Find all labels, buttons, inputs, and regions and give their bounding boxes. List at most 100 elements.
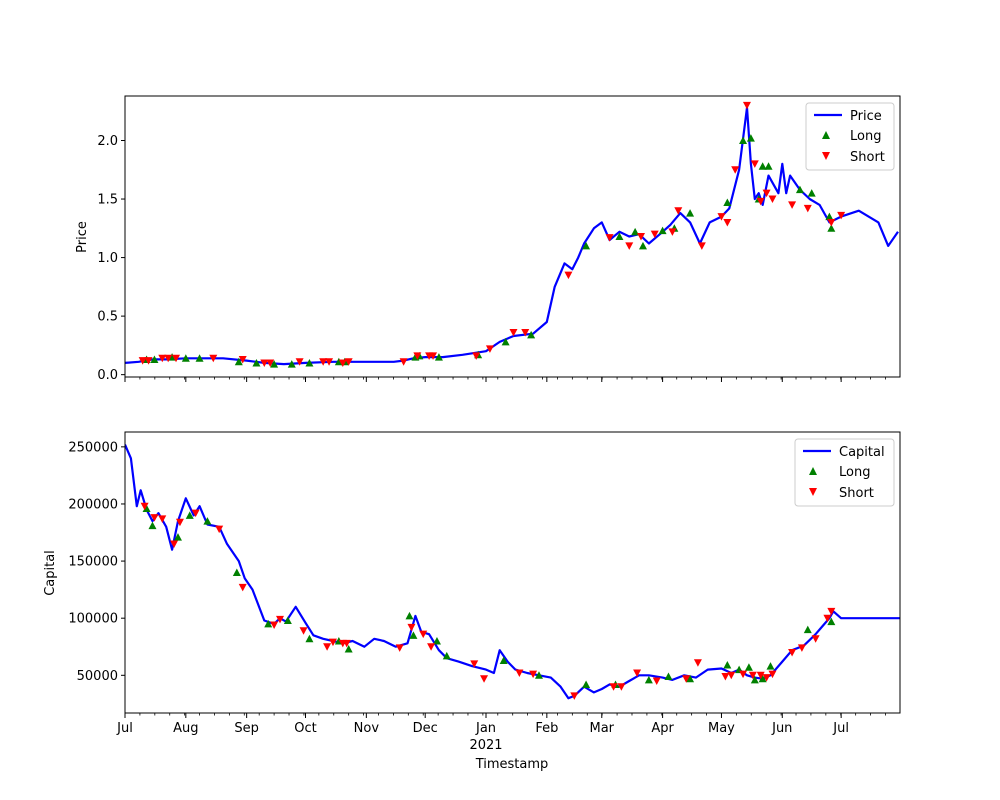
- price-legend-short: Short: [850, 150, 885, 165]
- capital-xtick-label: Nov: [354, 721, 380, 736]
- capital-xtick-label: May: [708, 721, 735, 736]
- capital-short-marker: [270, 621, 279, 630]
- capital-short-marker: [323, 643, 332, 651]
- price-short-marker: [344, 358, 353, 366]
- capital-xtick-label: Jul: [116, 721, 133, 736]
- price-short-marker: [164, 354, 173, 363]
- capital-short-marker: [515, 669, 524, 678]
- capital-short-marker: [140, 502, 149, 511]
- capital-short-marker: [788, 648, 797, 657]
- capital-long-marker: [283, 616, 292, 624]
- price-short-marker: [756, 197, 765, 206]
- capital-short-marker: [170, 540, 179, 548]
- capital-long-marker: [432, 637, 441, 645]
- capital-ytick-label: 200000: [68, 497, 118, 512]
- capital-long-marker: [723, 661, 732, 669]
- price-long-marker: [287, 360, 296, 368]
- price-short-marker: [637, 233, 646, 241]
- capital-long-marker: [803, 625, 812, 634]
- price-short-marker: [650, 230, 659, 239]
- price-short-marker: [762, 189, 771, 198]
- capital-short-marker: [328, 638, 337, 647]
- price-short-marker: [158, 354, 167, 363]
- price-legend: Price Long Short: [805, 102, 895, 171]
- capital-xtick-year-label: 2021: [469, 738, 502, 753]
- price-short-marker: [338, 359, 347, 367]
- price-long-marker: [686, 209, 695, 217]
- capital-xtick-label: Mar: [590, 721, 615, 736]
- capital-long-marker: [758, 674, 767, 683]
- capital-chart: 50000 100000 150000 200000 250000 Jul Aug Sep O…: [43, 431, 901, 772]
- price-long-marker: [234, 357, 243, 366]
- capital-short-marker: [609, 683, 618, 691]
- capital-short-marker: [570, 692, 579, 700]
- capital-long-marker: [203, 517, 212, 525]
- capital-xlabel: Timestamp: [475, 757, 549, 772]
- capital-xtick-label: Jul: [832, 721, 849, 736]
- capital-long-marker: [173, 533, 182, 541]
- capital-long-marker: [534, 671, 543, 679]
- price-short-marker: [668, 228, 677, 236]
- capital-long-marker: [185, 511, 194, 519]
- capital-long-marker: [409, 631, 418, 639]
- capital-short-marker: [342, 639, 351, 648]
- capital-legend-short-swatch: [809, 488, 817, 496]
- capital-long-marker: [405, 611, 414, 620]
- capital-long-marker: [582, 680, 591, 688]
- price-long-marker: [758, 162, 767, 170]
- capital-xtick-label: Dec: [413, 721, 438, 736]
- capital-long-marker: [442, 651, 451, 660]
- price-long-marker: [764, 162, 773, 170]
- capital-short-marker: [419, 630, 428, 639]
- price-short-marker: [750, 160, 759, 168]
- capital-xtick-label: Jun: [771, 721, 792, 736]
- capital-short-marker: [823, 614, 832, 623]
- capital-short-marker: [693, 659, 702, 667]
- price-short-marker: [731, 166, 740, 174]
- price-ytick-label: 0.0: [97, 368, 118, 383]
- capital-long-marker: [305, 634, 314, 643]
- price-short-marker: [827, 218, 836, 227]
- price-short-marker: [209, 354, 218, 363]
- price-long-marker: [501, 337, 510, 346]
- price-legend-price: Price: [850, 109, 882, 124]
- price-long-marker: [150, 355, 159, 363]
- capital-legend-short: Short: [839, 486, 874, 501]
- capital-long-marker: [232, 568, 241, 576]
- price-chart: 0.0 0.5 1.0 1.5 2.0 Price Price Long Short: [75, 95, 901, 383]
- price-long-marker: [827, 224, 836, 232]
- capital-plot-frame: [124, 431, 901, 714]
- price-short-marker: [697, 242, 706, 250]
- capital-short-marker: [150, 514, 159, 522]
- capital-short-marker: [480, 675, 489, 683]
- capital-ytick-label: 50000: [77, 669, 118, 684]
- price-short-marker: [625, 242, 634, 250]
- capital-xtick-label: Apr: [651, 721, 674, 736]
- price-short-marker: [144, 357, 153, 365]
- capital-short-marker: [633, 669, 642, 678]
- capital-short-marker: [721, 672, 730, 681]
- price-ylabel: Price: [75, 221, 90, 253]
- capital-ylabel: Capital: [43, 550, 58, 596]
- capital-short-marker: [238, 583, 247, 592]
- capital-long-marker: [344, 645, 353, 653]
- capital-short-marker: [395, 644, 404, 652]
- capital-legend-long-swatch: [809, 467, 817, 475]
- capital-short-marker: [811, 635, 820, 643]
- capital-y-axis: 50000 100000 150000 200000 250000: [68, 440, 125, 684]
- capital-short-marker: [739, 670, 748, 679]
- capital-short-marker: [299, 627, 308, 635]
- capital-short-marker: [762, 674, 771, 682]
- price-short-marker: [295, 358, 304, 366]
- price-long-marker: [739, 136, 748, 144]
- capital-ytick-label: 100000: [68, 612, 118, 627]
- price-short-marker: [413, 352, 422, 360]
- capital-long-marker: [766, 662, 775, 670]
- price-long-marker: [434, 353, 443, 361]
- price-ytick-label: 0.5: [97, 310, 118, 325]
- price-short-marker: [788, 201, 797, 209]
- price-y-axis: 0.0 0.5 1.0 1.5 2.0: [97, 134, 125, 383]
- price-long-marker: [631, 227, 640, 236]
- price-short-marker: [521, 329, 530, 337]
- price-short-marker: [837, 211, 846, 220]
